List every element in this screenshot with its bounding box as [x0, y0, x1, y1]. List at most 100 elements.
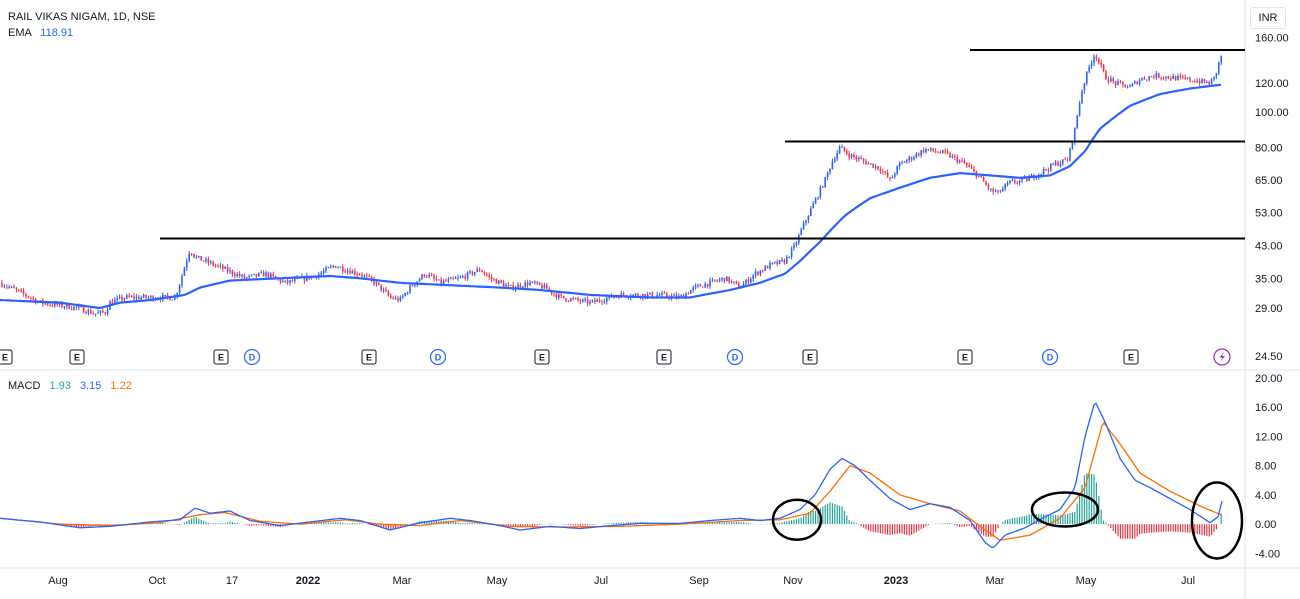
- lightning-icon: [1219, 352, 1225, 362]
- candle-body: [800, 229, 802, 235]
- candle-body: [1146, 79, 1148, 81]
- candle-body: [1016, 182, 1018, 184]
- candle-body: [505, 284, 507, 287]
- candle-body: [358, 274, 361, 276]
- earnings-event-icon[interactable]: [656, 349, 672, 365]
- candle-body: [973, 168, 975, 172]
- candle-body: [738, 283, 740, 289]
- candle-body: [908, 157, 910, 161]
- macd-tick-label: 20.00: [1255, 373, 1283, 385]
- candle-body: [613, 296, 615, 298]
- candle-body: [985, 181, 987, 185]
- candle-body: [46, 303, 49, 305]
- candle-body: [241, 274, 243, 277]
- dividend-event-letter: D: [249, 353, 256, 363]
- candle-body: [980, 176, 982, 178]
- candle-body: [390, 295, 392, 298]
- candle-body: [510, 284, 512, 286]
- candle-body: [1098, 58, 1100, 63]
- candle-body: [721, 277, 723, 280]
- candle-body: [1179, 76, 1182, 78]
- candle-body: [346, 270, 349, 273]
- candle-body: [200, 255, 202, 261]
- dividend-event-icon[interactable]: [243, 348, 261, 366]
- candle-body: [793, 244, 795, 249]
- candle-body: [723, 277, 726, 282]
- dividend-event-icon[interactable]: [429, 348, 447, 366]
- annotation-ellipse[interactable]: [771, 498, 823, 542]
- time-tick-label: Mar: [393, 575, 412, 587]
- candle-body: [450, 277, 452, 280]
- dividend-event-icon[interactable]: [726, 348, 744, 366]
- candle-body: [709, 280, 711, 287]
- candle-body: [135, 296, 138, 299]
- earnings-event-icon[interactable]: [1123, 349, 1139, 365]
- candle-body: [63, 306, 66, 308]
- earnings-event-icon[interactable]: [957, 349, 973, 365]
- candle-body: [8, 286, 10, 288]
- candle-body: [255, 273, 258, 277]
- candle-body: [1069, 147, 1071, 161]
- candle-body: [1148, 76, 1150, 80]
- candle-body: [795, 243, 798, 245]
- earnings-event-icon[interactable]: [361, 349, 377, 365]
- earnings-event-icon[interactable]: [0, 349, 13, 365]
- candle-body: [553, 293, 555, 295]
- annotation-ellipse[interactable]: [1030, 491, 1100, 528]
- dividend-event-icon[interactable]: [1041, 348, 1059, 366]
- candle-body: [886, 172, 889, 178]
- annotation-ellipse[interactable]: [1190, 481, 1244, 560]
- candle-body: [486, 273, 488, 276]
- candle-body: [1186, 77, 1189, 79]
- candle-body: [747, 279, 750, 283]
- candle-body: [702, 286, 704, 288]
- candle-body: [1196, 81, 1198, 83]
- macd-label: MACD: [8, 380, 40, 392]
- candle-body: [752, 275, 754, 279]
- candle-body: [910, 157, 913, 160]
- candle-body: [1155, 73, 1158, 78]
- candle-body: [762, 270, 764, 272]
- candle-body: [380, 284, 382, 291]
- candle-body: [447, 279, 450, 282]
- time-tick-label: 2023: [884, 575, 908, 587]
- earnings-event-icon[interactable]: [213, 349, 229, 365]
- candle-body: [1126, 87, 1129, 89]
- candle-body: [546, 284, 548, 289]
- candle-body: [1117, 81, 1119, 85]
- earnings-event-letter: E: [661, 353, 667, 363]
- candle-body: [363, 275, 366, 277]
- currency-button[interactable]: INR: [1250, 7, 1286, 29]
- candle-body: [130, 296, 133, 298]
- candle-body: [790, 248, 793, 257]
- candle-body: [438, 279, 440, 281]
- candle-body: [440, 279, 442, 284]
- candle-body: [387, 291, 390, 296]
- candle-body: [481, 270, 483, 273]
- candle-body: [802, 222, 805, 230]
- candle-body: [860, 158, 862, 160]
- candle-body: [579, 300, 582, 302]
- candle-body: [330, 266, 332, 268]
- candle-body: [126, 295, 128, 299]
- candle-body: [90, 310, 92, 314]
- candle-body: [483, 272, 486, 274]
- earnings-event-icon[interactable]: [802, 349, 818, 365]
- candle-body: [140, 297, 142, 300]
- candle-body: [622, 293, 625, 296]
- candle-body: [68, 304, 70, 310]
- candle-body: [961, 160, 963, 162]
- candle-body: [658, 294, 661, 296]
- candle-body: [243, 274, 246, 279]
- earnings-event-icon[interactable]: [534, 349, 550, 365]
- candle-body: [27, 296, 30, 298]
- candle-body: [205, 259, 207, 262]
- candle-body: [735, 281, 738, 284]
- candle-body: [872, 163, 874, 168]
- candle-body: [462, 276, 464, 278]
- macd-pane[interactable]: [0, 402, 1244, 560]
- earnings-event-icon[interactable]: [69, 349, 85, 365]
